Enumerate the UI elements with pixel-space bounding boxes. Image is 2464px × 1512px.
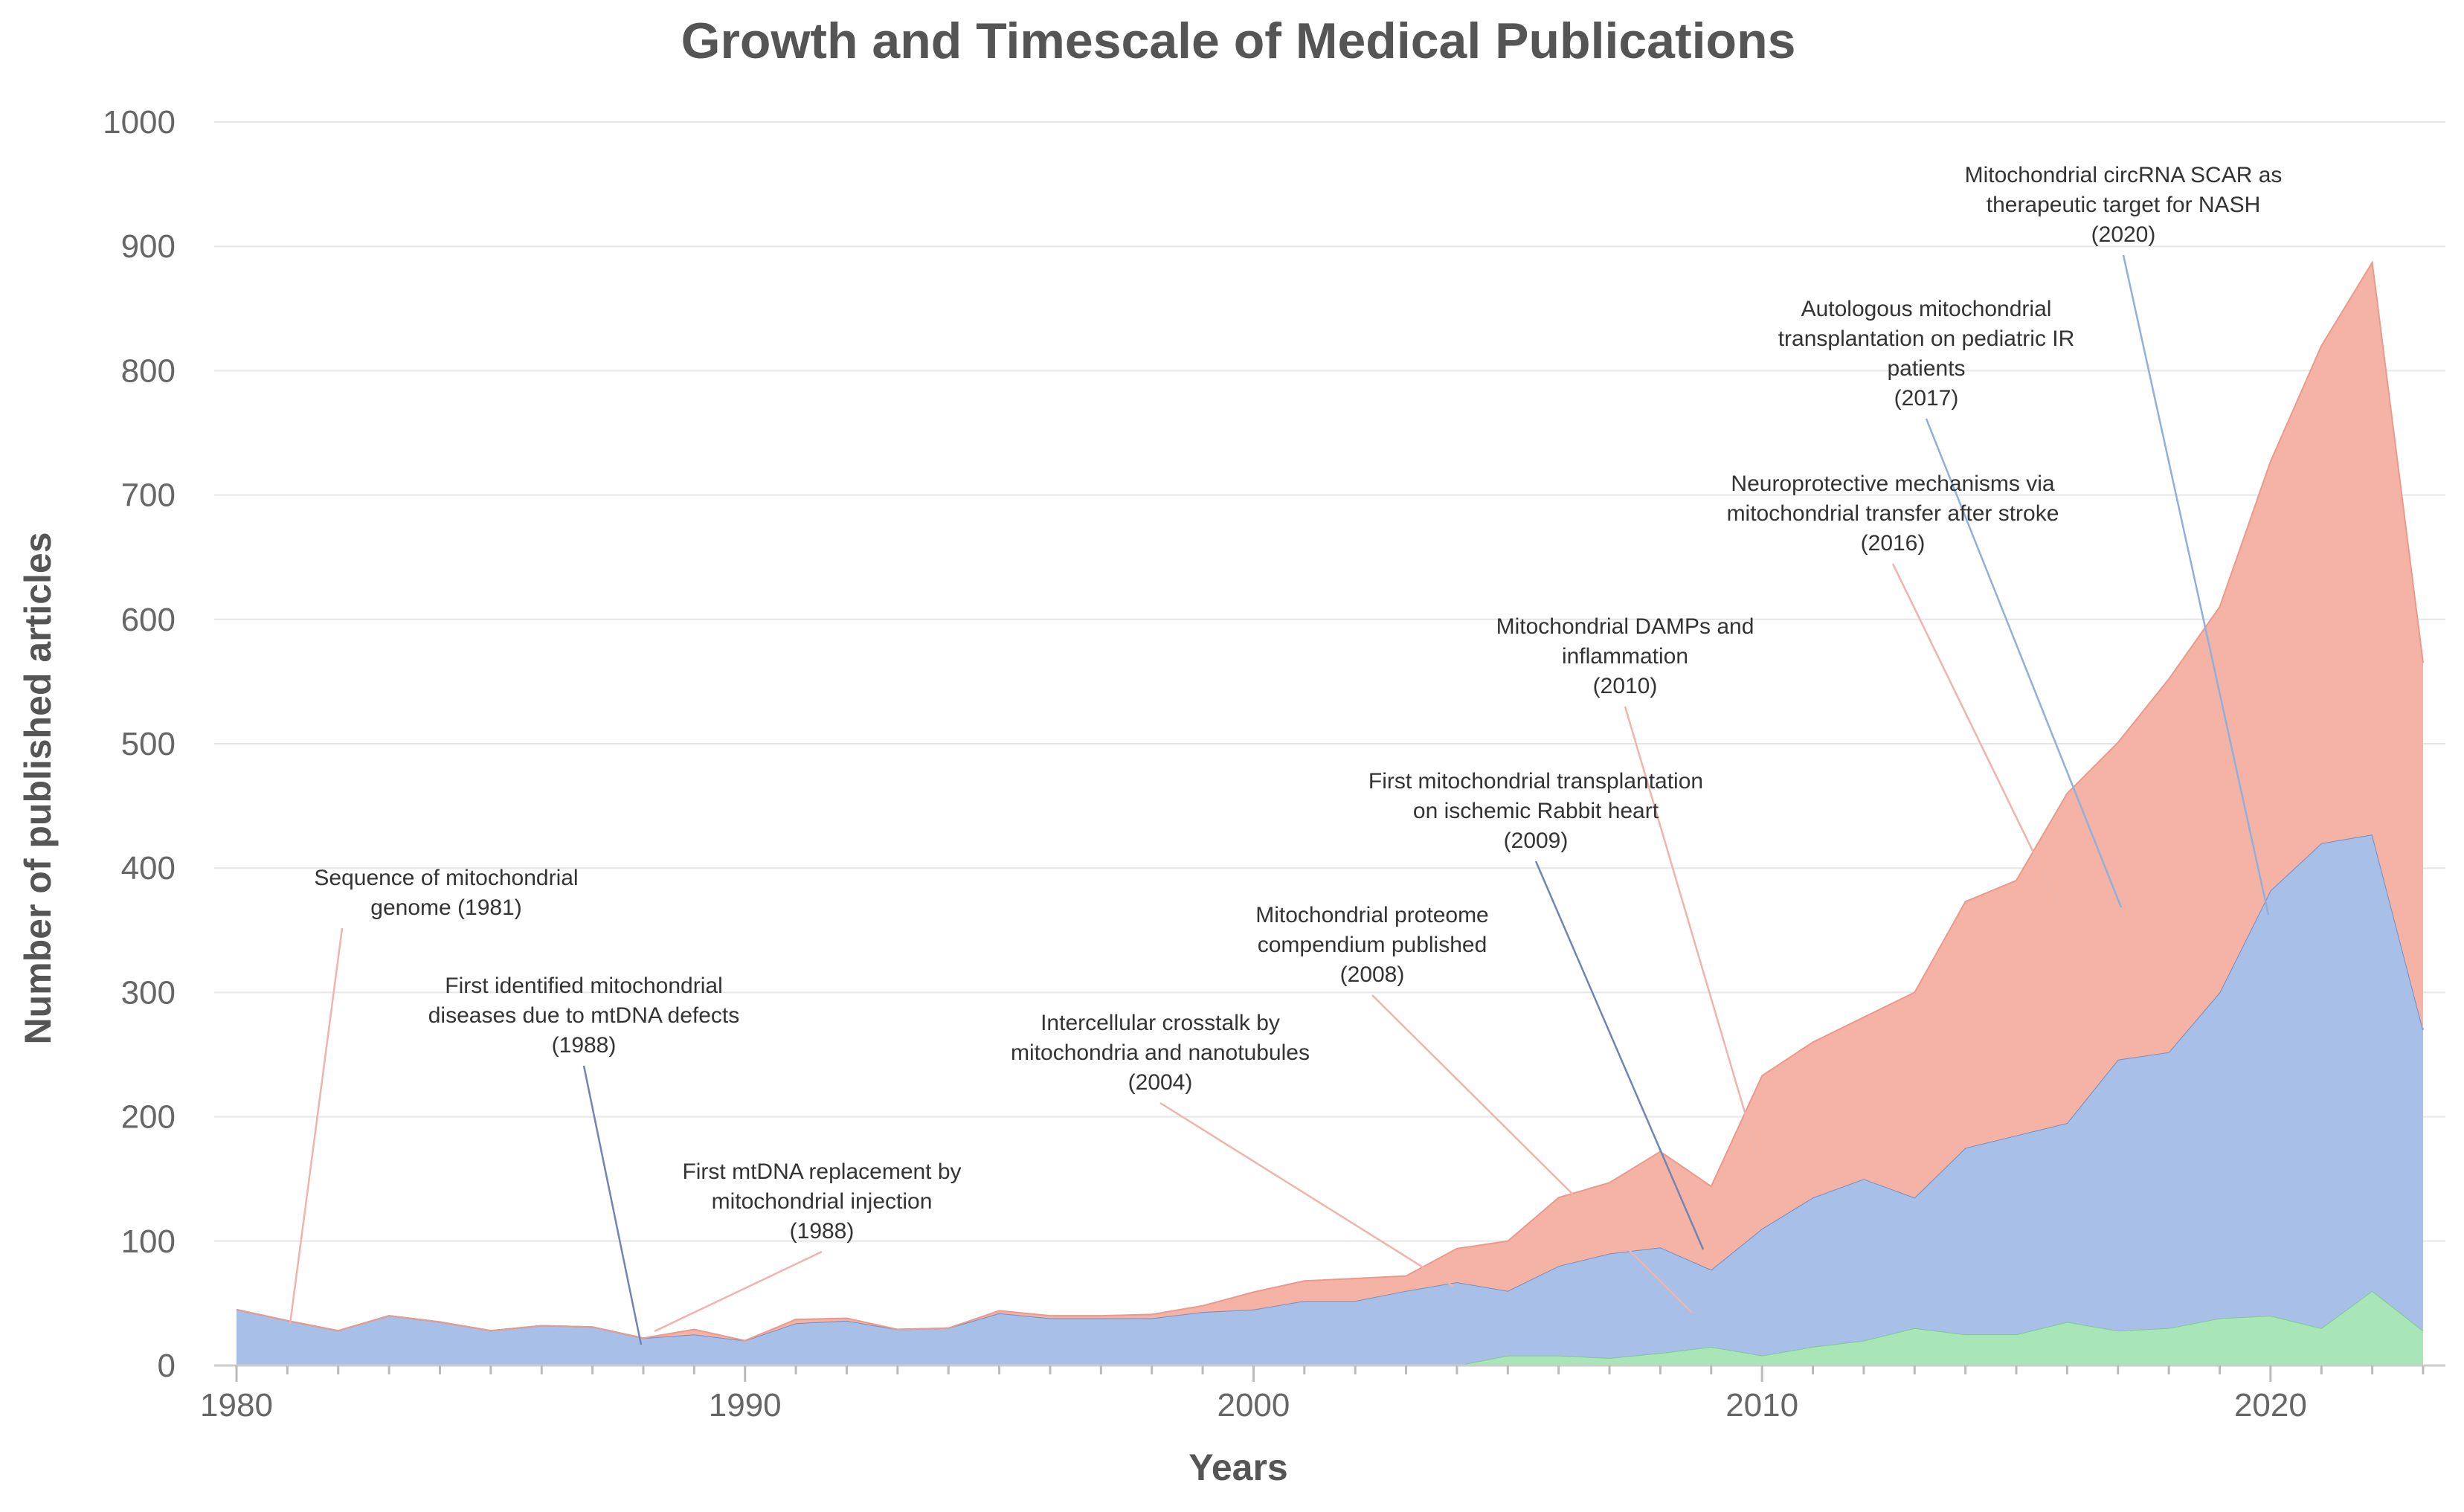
axes: 0 100 200 300 400 500 600 700 800 900 1000 1980 1990… [103, 104, 2445, 1423]
annotation-line: Autologous mitochondrial [1801, 297, 2052, 321]
annotation-label: First identified mitochondrial diseases d… [428, 974, 740, 1058]
y-tick-label: 800 [121, 353, 176, 389]
x-tick-label: 2010 [1725, 1387, 1798, 1423]
annotation-line: Sequence of mitochondrial [314, 866, 578, 890]
annotation-leader [289, 927, 344, 1325]
y-tick-label: 600 [121, 602, 176, 638]
annotation-leaders [289, 254, 2270, 1345]
grid-layer [214, 121, 2445, 1366]
annotation-leader [582, 1065, 643, 1345]
annotation-line: First mtDNA replacement by [682, 1159, 961, 1184]
annotation-line: genome (1981) [370, 895, 521, 920]
annotation-line: Mitochondrial proteome [1255, 903, 1489, 927]
series-line-3 [236, 260, 2424, 1342]
area-layer [236, 260, 2424, 1366]
annotation-label: Neuroprotective mechanisms via mitochondr… [1727, 472, 2059, 556]
y-tick-label: 0 [158, 1348, 176, 1384]
annotation-label: First mtDNA replacement by mitochondrial … [682, 1159, 961, 1244]
annotation-line: (2009) [1504, 829, 1569, 853]
annotation-line: mitochondria and nanotubules [1011, 1040, 1310, 1065]
chart-title: Growth and Timescale of Medical Publicat… [681, 13, 1796, 69]
area-series-3 [237, 262, 2423, 1341]
x-tick-label: 1990 [709, 1387, 782, 1423]
y-tick-label: 100 [121, 1223, 176, 1260]
annotation-leader [1534, 860, 1705, 1250]
annotation-label: Mitochondrial circRNA SCAR as therapeutic… [1965, 163, 2283, 247]
y-axis-label: Number of published articles [17, 532, 59, 1044]
annotation-line: mitochondrial injection [712, 1189, 933, 1214]
y-tick-label: 500 [121, 726, 176, 762]
annotation-leader [654, 1250, 823, 1333]
annotation-leader [1159, 1101, 1455, 1288]
y-tick-label: 200 [121, 1099, 176, 1136]
annotation-leader [1371, 994, 1693, 1313]
y-tick-label: 300 [121, 974, 176, 1011]
annotation-line: transplantation on pediatric IR [1778, 326, 2075, 351]
annotation-label: Sequence of mitochondrial genome (1981) [314, 866, 578, 920]
annotation-label: Intercellular crosstalk by mitochondria a… [1011, 1011, 1310, 1095]
annotation-line: (1988) [552, 1033, 617, 1058]
annotation-line: (2016) [1861, 531, 1926, 556]
annotation-leader [1925, 418, 2123, 908]
annotation-line: compendium published [1258, 933, 1487, 957]
annotation-label: First mitochondrial transplantation on is… [1368, 769, 1703, 853]
y-tick-label: 400 [121, 850, 176, 887]
annotation-label: Mitochondrial DAMPs and inflammation (2010… [1496, 614, 1754, 698]
annotation-line: Mitochondrial DAMPs and [1496, 614, 1754, 639]
annotation-line: Intercellular crosstalk by [1040, 1011, 1280, 1035]
annotation-line: inflammation [1562, 644, 1688, 669]
y-tick-label: 900 [121, 228, 176, 265]
annotation-leader [1891, 563, 2062, 908]
annotation-line: First identified mitochondrial [445, 974, 723, 998]
annotation-line: (2010) [1593, 674, 1658, 698]
annotation-line: (2020) [2091, 222, 2156, 247]
x-tick-label: 2000 [1217, 1387, 1290, 1423]
x-axis-label: Years [1188, 1447, 1287, 1488]
annotation-line: (2017) [1894, 386, 1959, 411]
y-tick-label: 1000 [103, 104, 176, 141]
annotation-line: (2004) [1128, 1070, 1193, 1095]
annotation-line: mitochondrial transfer after stroke [1727, 501, 2059, 526]
area-series-2 [237, 834, 2423, 1365]
annotation-labels: Sequence of mitochondrial genome (1981) Fi… [314, 163, 2282, 1244]
y-tick-label: 700 [121, 477, 176, 514]
x-tick-label: 1980 [200, 1387, 273, 1423]
annotation-line: therapeutic target for NASH [1987, 193, 2261, 217]
annotation-label: Autologous mitochondrial transplantation … [1778, 297, 2075, 411]
annotation-label: Mitochondrial proteome compendium publish… [1255, 903, 1489, 987]
annotation-line: First mitochondrial transplantation [1368, 769, 1703, 794]
annotation-leader [2122, 254, 2270, 916]
annotation-line: on ischemic Rabbit heart [1413, 799, 1659, 823]
annotation-line: Mitochondrial circRNA SCAR as [1965, 163, 2283, 187]
annotation-leader [1624, 706, 1758, 1154]
annotation-line: diseases due to mtDNA defects [428, 1003, 740, 1028]
annotation-line: (1988) [790, 1219, 855, 1244]
area-series-1 [237, 1290, 2423, 1365]
x-tick-label: 2020 [2234, 1387, 2307, 1423]
annotation-line: (2008) [1340, 962, 1405, 987]
annotation-line: Neuroprotective mechanisms via [1731, 472, 2054, 496]
annotation-line: patients [1887, 356, 1965, 381]
